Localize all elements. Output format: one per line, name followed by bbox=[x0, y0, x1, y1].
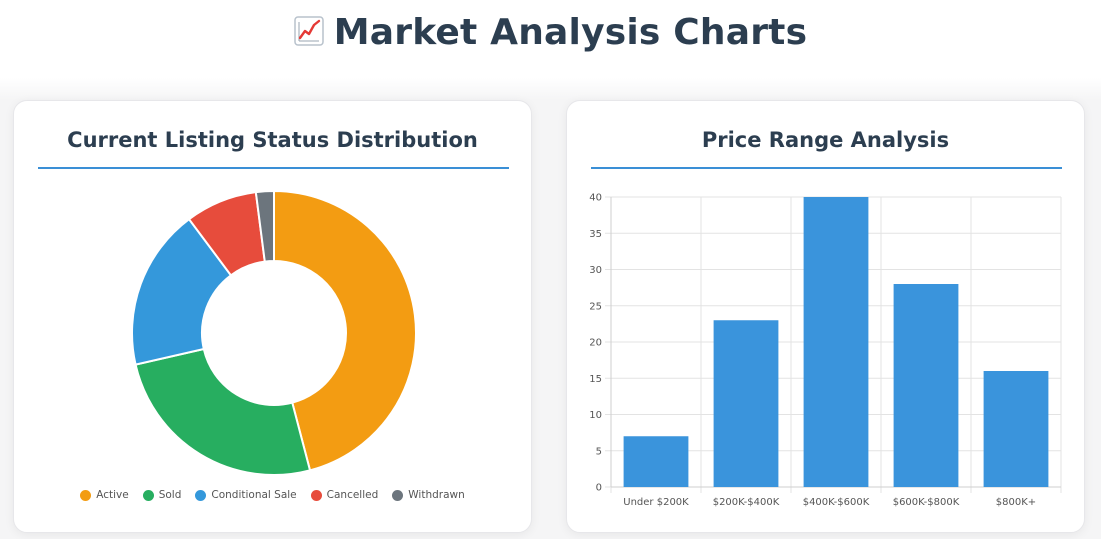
legend-swatch bbox=[195, 489, 207, 501]
y-tick-label: 0 bbox=[596, 483, 602, 494]
page-title-text: Market Analysis Charts bbox=[333, 12, 808, 53]
legend-label: Cancelled bbox=[326, 489, 379, 501]
legend-item-sold[interactable]: Sold bbox=[142, 489, 182, 501]
status-donut-chart bbox=[131, 189, 417, 476]
y-tick-label: 5 bbox=[596, 446, 602, 457]
donut-slice-active bbox=[273, 189, 417, 472]
bar-0[interactable] bbox=[623, 436, 689, 487]
bar-1[interactable] bbox=[713, 320, 779, 487]
y-tick-label: 35 bbox=[589, 229, 602, 240]
page-title: Market Analysis Charts bbox=[0, 12, 1101, 53]
legend-label: Sold bbox=[158, 489, 182, 501]
status-chart-card: Current Listing Status Distribution Acti… bbox=[13, 100, 532, 533]
x-tick-label: $400K-$600K bbox=[803, 497, 870, 508]
legend-swatch bbox=[80, 489, 92, 501]
chart-increasing-icon bbox=[294, 16, 324, 46]
y-tick-label: 10 bbox=[589, 410, 602, 421]
legend-label: Active bbox=[96, 489, 129, 501]
legend-label: Conditional Sale bbox=[211, 489, 297, 501]
donut-slice-withdrawn bbox=[254, 189, 275, 263]
x-tick-label: $800K+ bbox=[996, 497, 1036, 508]
legend-item-withdrawn[interactable]: Withdrawn bbox=[392, 489, 465, 501]
status-chart-legend: Active Sold Conditional Sale Cancelled Withd… bbox=[14, 489, 531, 501]
x-tick-label: $200K-$400K bbox=[713, 497, 780, 508]
bar-4[interactable] bbox=[983, 371, 1049, 487]
donut-slice-conditional-sale bbox=[131, 217, 233, 366]
legend-swatch bbox=[392, 489, 404, 501]
status-chart-title: Current Listing Status Distribution bbox=[67, 128, 478, 152]
x-tick-label: $600K-$800K bbox=[893, 497, 960, 508]
bar-2[interactable] bbox=[803, 197, 869, 487]
legend-label: Withdrawn bbox=[408, 489, 465, 501]
legend-swatch bbox=[310, 489, 322, 501]
y-tick-label: 25 bbox=[589, 301, 602, 312]
bar-3[interactable] bbox=[893, 284, 959, 487]
price-chart-card: Price Range Analysis 0 5 10 15 20 25 30 35 40 Und… bbox=[566, 100, 1085, 533]
price-chart-divider bbox=[591, 167, 1062, 169]
status-chart-divider bbox=[38, 167, 509, 169]
legend-item-active[interactable]: Active bbox=[80, 489, 129, 501]
price-bar-chart: 0 5 10 15 20 25 30 35 40 Under $200K $200K-$400K $4… bbox=[589, 193, 1062, 508]
y-tick-label: 40 bbox=[589, 193, 602, 204]
y-tick-label: 20 bbox=[589, 338, 602, 349]
y-tick-label: 30 bbox=[589, 265, 602, 276]
price-chart-title: Price Range Analysis bbox=[701, 128, 950, 152]
legend-swatch bbox=[142, 489, 154, 501]
legend-item-cancelled[interactable]: Cancelled bbox=[310, 489, 379, 501]
donut-slice-sold bbox=[134, 347, 312, 476]
y-tick-label: 15 bbox=[589, 374, 602, 385]
x-tick-label: Under $200K bbox=[623, 497, 689, 508]
legend-item-conditional-sale[interactable]: Conditional Sale bbox=[195, 489, 297, 501]
